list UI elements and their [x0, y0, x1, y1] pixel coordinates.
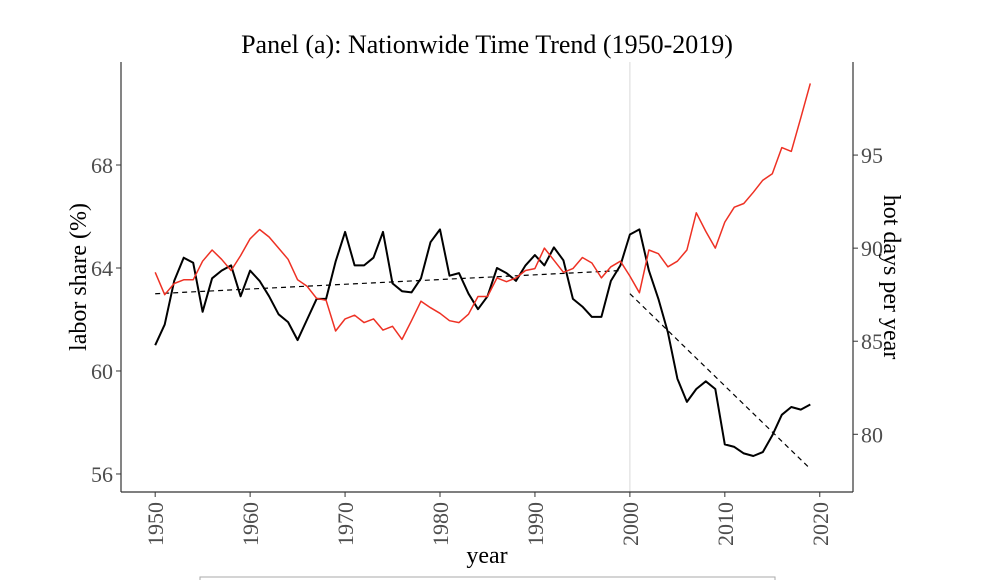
- x-tick-label: 1960: [238, 502, 263, 546]
- x-tick-label: 2010: [713, 502, 738, 546]
- y-tick-label: 68: [91, 153, 113, 178]
- x-tick-label: 1990: [523, 502, 548, 546]
- x-tick-label: 2000: [618, 502, 643, 546]
- x-tick-label: 1950: [143, 502, 168, 546]
- x-axis-label: year: [466, 543, 507, 569]
- hot-days-line: [154, 83, 812, 341]
- y-axis-right-label: hot days per year: [878, 195, 904, 360]
- trend-line-1: [155, 269, 621, 295]
- legend-box: [199, 576, 776, 580]
- x-tick-label: 1980: [428, 502, 453, 546]
- y-axis-label: labor share (%): [66, 203, 92, 351]
- y-tick-label: 60: [91, 359, 113, 384]
- y-right-tick-label: 90: [861, 236, 883, 261]
- y-right-tick-label: 80: [861, 422, 883, 447]
- chart-title: Panel (a): Nationwide Time Trend (1950-2…: [241, 30, 733, 59]
- trend-line-2: [629, 293, 811, 470]
- y-tick-label: 64: [91, 256, 113, 281]
- x-tick-label: 1970: [333, 502, 358, 546]
- y-tick-label: 56: [91, 462, 113, 487]
- labor-share-line: [154, 228, 811, 457]
- x-tick-label: 2020: [808, 502, 833, 546]
- y-right-tick-label: 95: [861, 143, 883, 168]
- y-right-tick-label: 85: [861, 329, 883, 354]
